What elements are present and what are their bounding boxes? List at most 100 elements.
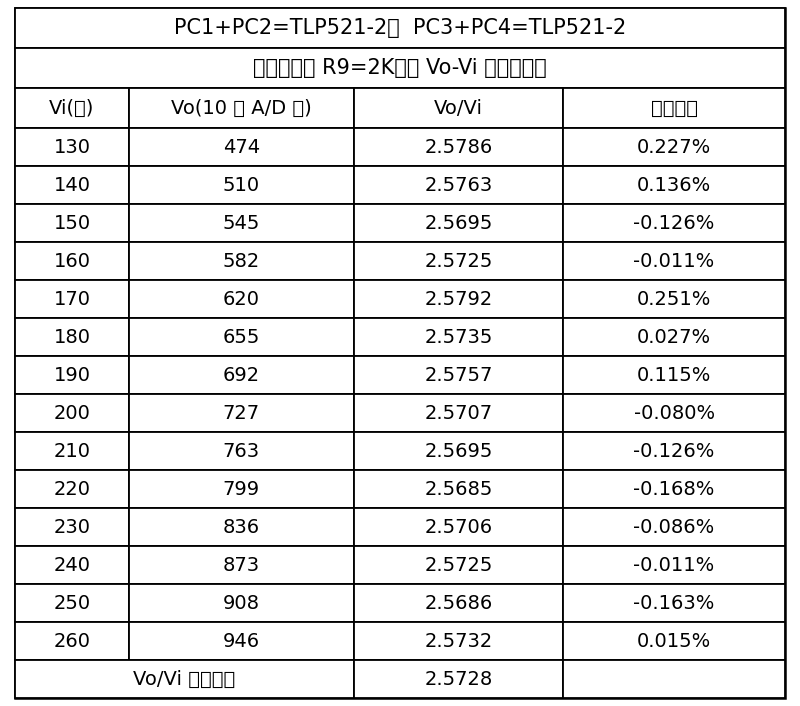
Bar [15, 622, 129, 660]
Bar [354, 508, 563, 546]
Text: 2.5685: 2.5685 [424, 479, 493, 498]
Text: 210: 210 [54, 442, 90, 460]
Bar [15, 88, 129, 128]
Bar [354, 660, 563, 698]
Text: 510: 510 [223, 176, 260, 195]
Text: -0.168%: -0.168% [634, 479, 715, 498]
Text: 250: 250 [54, 594, 90, 613]
Bar [15, 166, 129, 204]
Bar [563, 622, 785, 660]
Bar [129, 470, 354, 508]
Bar [129, 394, 354, 432]
Bar [15, 8, 785, 48]
Text: 160: 160 [54, 252, 90, 270]
Text: 946: 946 [223, 632, 260, 650]
Bar [129, 166, 354, 204]
Bar [15, 660, 354, 698]
Bar [563, 356, 785, 394]
Text: 2.5735: 2.5735 [424, 328, 493, 347]
Bar [563, 584, 785, 622]
Bar [354, 356, 563, 394]
Text: 0.227%: 0.227% [637, 138, 711, 157]
Text: 2.5707: 2.5707 [425, 404, 493, 423]
Bar [129, 546, 354, 584]
Text: PC1+PC2=TLP521-2，  PC3+PC4=TLP521-2: PC1+PC2=TLP521-2， PC3+PC4=TLP521-2 [174, 18, 626, 38]
Bar [354, 88, 563, 128]
Bar [129, 318, 354, 356]
Text: 170: 170 [54, 289, 90, 309]
Bar [15, 48, 785, 88]
Bar [354, 242, 563, 280]
Bar [15, 584, 129, 622]
Text: 692: 692 [223, 366, 260, 385]
Text: 545: 545 [222, 214, 260, 233]
Text: 260: 260 [54, 632, 90, 650]
Text: 140: 140 [54, 176, 90, 195]
Text: -0.086%: -0.086% [634, 517, 714, 537]
Bar [563, 166, 785, 204]
Text: -0.011%: -0.011% [634, 556, 714, 575]
Bar [563, 394, 785, 432]
Text: 2.5706: 2.5706 [425, 517, 493, 537]
Bar [129, 508, 354, 546]
Text: 2.5763: 2.5763 [424, 176, 493, 195]
Text: 2.5757: 2.5757 [424, 366, 493, 385]
Text: 582: 582 [222, 252, 260, 270]
Bar [15, 318, 129, 356]
Text: 474: 474 [223, 138, 260, 157]
Text: 836: 836 [223, 517, 260, 537]
Text: 0.027%: 0.027% [637, 328, 711, 347]
Text: 230: 230 [54, 517, 90, 537]
Text: 0.251%: 0.251% [637, 289, 711, 309]
Bar [15, 242, 129, 280]
Bar [354, 128, 563, 166]
Bar [354, 470, 563, 508]
Bar [129, 432, 354, 470]
Text: 763: 763 [223, 442, 260, 460]
Text: -0.163%: -0.163% [634, 594, 715, 613]
Text: 240: 240 [54, 556, 90, 575]
Bar [129, 280, 354, 318]
Text: 130: 130 [54, 138, 90, 157]
Text: 2.5695: 2.5695 [424, 214, 493, 233]
Text: 2.5695: 2.5695 [424, 442, 493, 460]
Text: 799: 799 [223, 479, 260, 498]
Bar [15, 470, 129, 508]
Bar [563, 204, 785, 242]
Text: Vo(10 位 A/D 値): Vo(10 位 A/D 値) [171, 99, 312, 118]
Text: 190: 190 [54, 366, 90, 385]
Text: 0.015%: 0.015% [637, 632, 711, 650]
Bar [15, 508, 129, 546]
Bar [15, 128, 129, 166]
Bar [354, 204, 563, 242]
Text: 0.115%: 0.115% [637, 366, 711, 385]
Bar [563, 318, 785, 356]
Bar [15, 546, 129, 584]
Bar [15, 394, 129, 432]
Text: Vi(伏): Vi(伏) [50, 99, 94, 118]
Bar [15, 204, 129, 242]
Bar [563, 88, 785, 128]
Text: 2.5786: 2.5786 [424, 138, 493, 157]
Text: 150: 150 [54, 214, 90, 233]
Bar [354, 432, 563, 470]
Text: 2.5725: 2.5725 [424, 252, 493, 270]
Text: 200: 200 [54, 404, 90, 423]
Text: -0.126%: -0.126% [634, 214, 715, 233]
Bar [129, 584, 354, 622]
Text: 2.5732: 2.5732 [424, 632, 493, 650]
Bar [563, 508, 785, 546]
Bar [15, 280, 129, 318]
Text: Vo/Vi 的平均値: Vo/Vi 的平均値 [134, 669, 235, 688]
Bar [563, 660, 785, 698]
Bar [563, 546, 785, 584]
Bar [129, 356, 354, 394]
Text: 908: 908 [223, 594, 260, 613]
Bar [354, 280, 563, 318]
Text: 180: 180 [54, 328, 90, 347]
Bar [15, 432, 129, 470]
Text: 2.5728: 2.5728 [424, 669, 493, 688]
Bar [129, 88, 354, 128]
Bar [354, 584, 563, 622]
Bar [563, 128, 785, 166]
